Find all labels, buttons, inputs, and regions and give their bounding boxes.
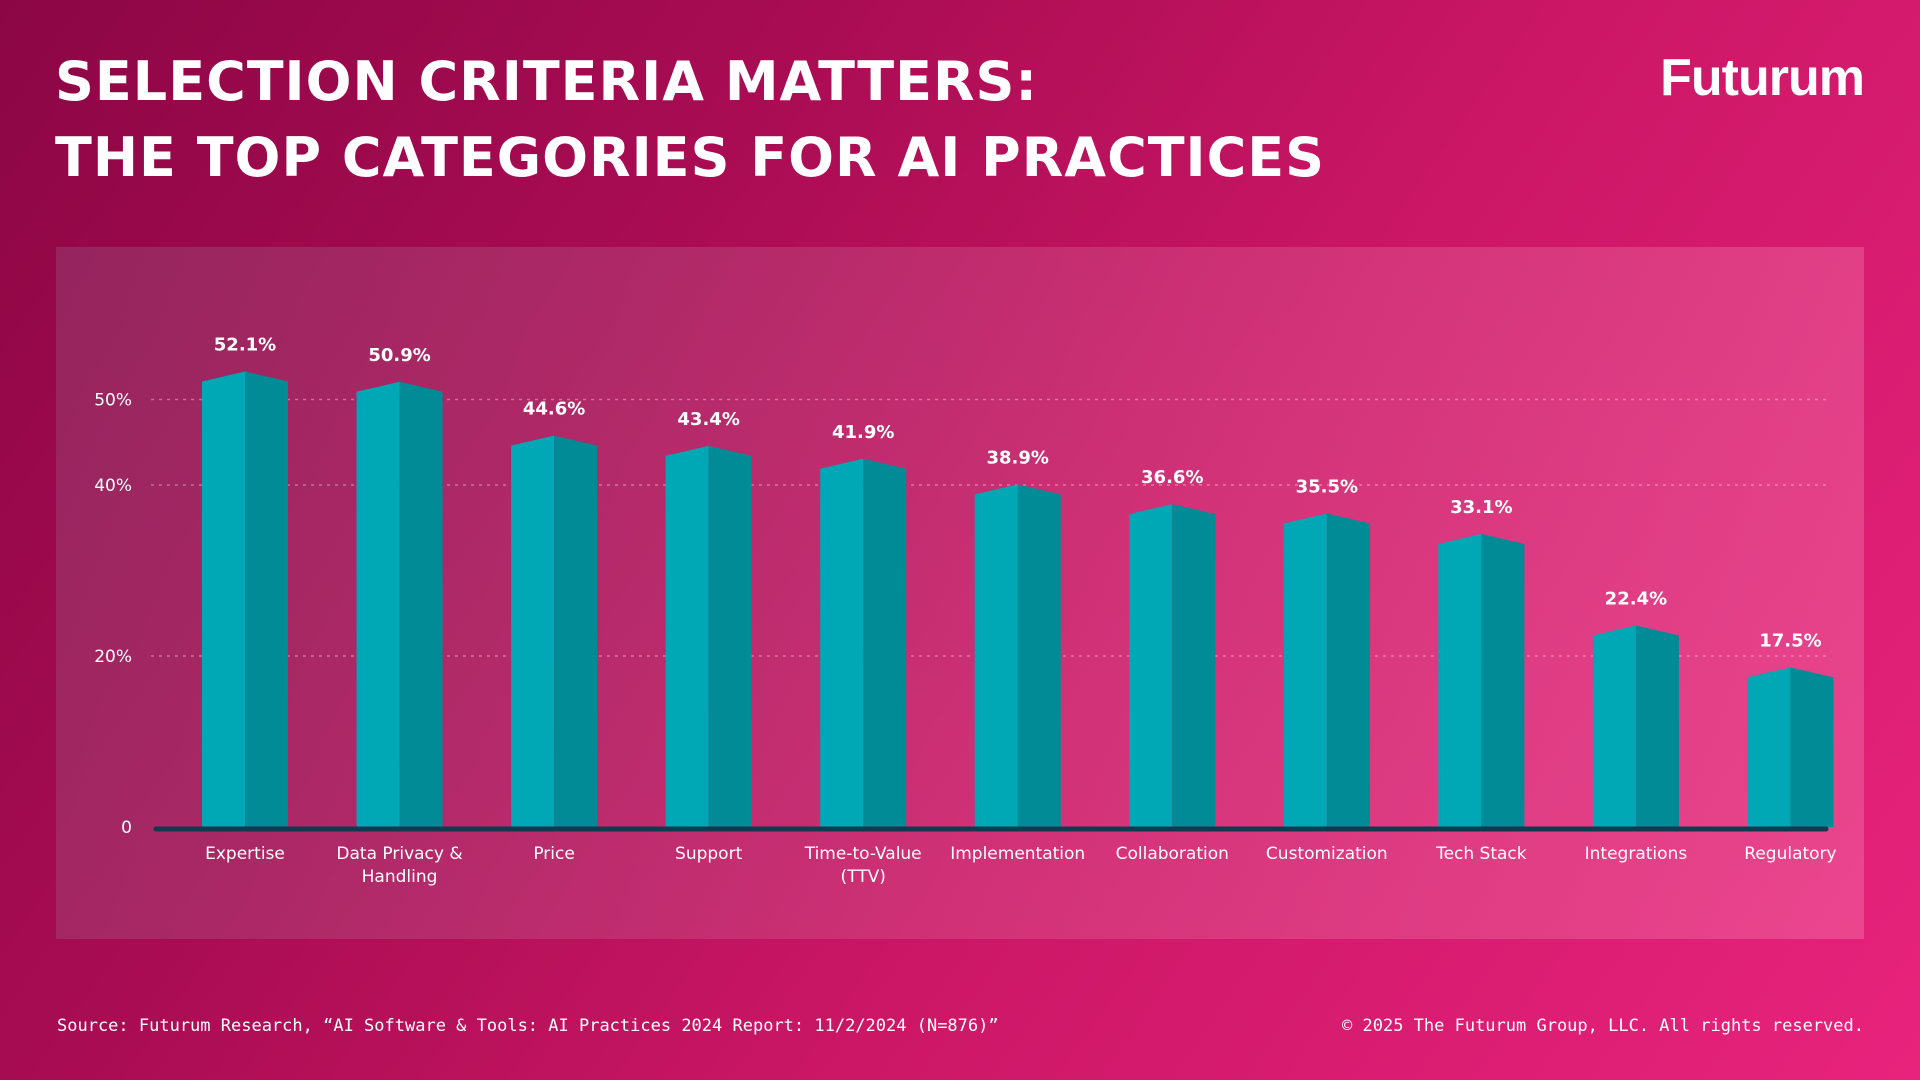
copyright-note: © 2025 The Futurum Group, LLC. All right… [1342,1016,1864,1036]
category-label: Implementation [950,844,1085,864]
category-label: Price [533,844,574,864]
value-label: 44.6% [523,399,585,420]
category-label: Support [675,844,743,864]
value-label: 41.9% [832,422,894,443]
value-label: 50.9% [368,345,430,366]
bar-side-face [245,371,288,827]
futurum-logo: Futurum [1660,49,1865,107]
category-label: Data Privacy & [336,844,462,864]
bar-front-face [202,371,245,827]
bar-front-face [1747,667,1791,827]
bar-front-face [1129,504,1173,827]
bar-side-face [1481,533,1525,827]
y-tick-label: 40% [94,476,132,496]
y-tick-label: 50% [94,391,132,411]
title-line-1: SELECTION CRITERIA MATTERS: [55,50,1039,113]
bar-side-face [1790,667,1834,827]
bar-side-face [708,445,752,827]
category-label: Regulatory [1744,844,1836,864]
title-line-2: THE TOP CATEGORIES FOR AI PRACTICES [55,126,1326,189]
value-label: 17.5% [1759,630,1821,651]
bar-front-face [1283,513,1327,827]
value-label: 36.6% [1141,467,1203,488]
value-label: 35.5% [1296,476,1358,497]
value-label: 38.9% [987,447,1049,468]
category-label: Tech Stack [1435,844,1527,864]
bar-front-face [820,458,864,827]
bar-side-face [1017,484,1061,827]
bar-chart: 0 20% 40% 50% 52.1% Expertise 50.9% Data Privac… [94,335,1836,887]
value-label: 22.4% [1605,588,1667,609]
category-label: (TTV) [840,867,885,887]
bar-side-face [399,381,443,827]
category-label: Customization [1266,844,1388,864]
page-title: SELECTION CRITERIA MATTERS: THE TOP CATE… [55,44,1325,196]
value-label: 43.4% [677,409,739,430]
bar-side-face [1326,513,1370,827]
category-label: Expertise [205,844,285,864]
value-label: 52.1% [214,335,276,356]
bar-front-face [1592,625,1636,827]
y-tick-label: 20% [94,647,132,667]
bar-side-face [554,435,598,827]
bar-front-face [511,435,555,827]
category-label: Handling [362,867,438,887]
chart-panel: 0 20% 40% 50% 52.1% Expertise 50.9% Data Privac… [56,247,1864,939]
bar-side-face [1172,504,1216,827]
source-note: Source: Futurum Research, “AI Software &… [57,1016,999,1036]
bar-front-face [974,484,1018,827]
y-tick-label: 0 [121,818,132,838]
category-label: Integrations [1585,844,1688,864]
category-label: Collaboration [1116,844,1229,864]
value-label: 33.1% [1450,497,1512,518]
bar-front-face [356,381,400,827]
bar-side-face [1635,625,1679,827]
bar-side-face [863,458,907,827]
category-label: Time-to-Value [804,844,922,864]
bar-front-face [1438,533,1482,827]
bar-front-face [665,445,709,827]
